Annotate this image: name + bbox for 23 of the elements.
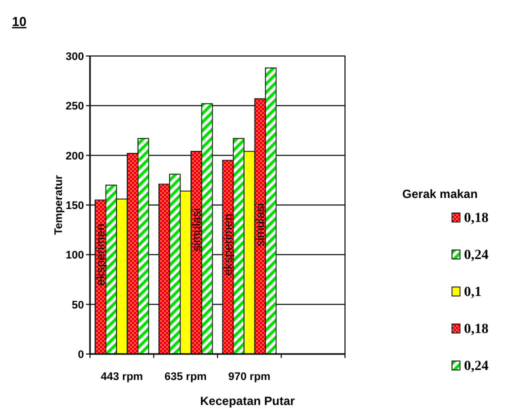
- chart-title: 10: [12, 14, 26, 29]
- legend-title: Gerak makan: [402, 187, 478, 201]
- x-tick-label: 443 rpm: [100, 371, 144, 383]
- legend-label: 0,18: [464, 211, 488, 226]
- y-tick-label: 0: [78, 349, 84, 361]
- x-tick-label: 635 rpm: [164, 371, 207, 383]
- x-tick-label: 970 rpm: [228, 371, 271, 383]
- annotation: eksperimen: [93, 224, 108, 286]
- legend-label: 0,18: [464, 322, 488, 337]
- y-tick-label: 250: [66, 100, 84, 113]
- y-tick-label: 200: [66, 150, 84, 162]
- y-axis-title: Temperatur: [53, 174, 65, 235]
- legend-label: 0,1: [464, 285, 482, 300]
- annotation: eksperimen: [220, 214, 235, 276]
- y-tick-label: 50: [72, 299, 84, 312]
- x-axis-title: Kecepatan Putar: [200, 394, 296, 408]
- y-tick-label: 150: [66, 200, 84, 212]
- y-tick-label: 300: [66, 51, 84, 63]
- annotation: simulasi: [189, 208, 204, 252]
- legend-label: 0,24: [464, 248, 488, 263]
- y-tick-label: 100: [66, 250, 84, 262]
- legend-label: 0,24: [464, 359, 488, 374]
- annotation: simulasi: [253, 203, 268, 247]
